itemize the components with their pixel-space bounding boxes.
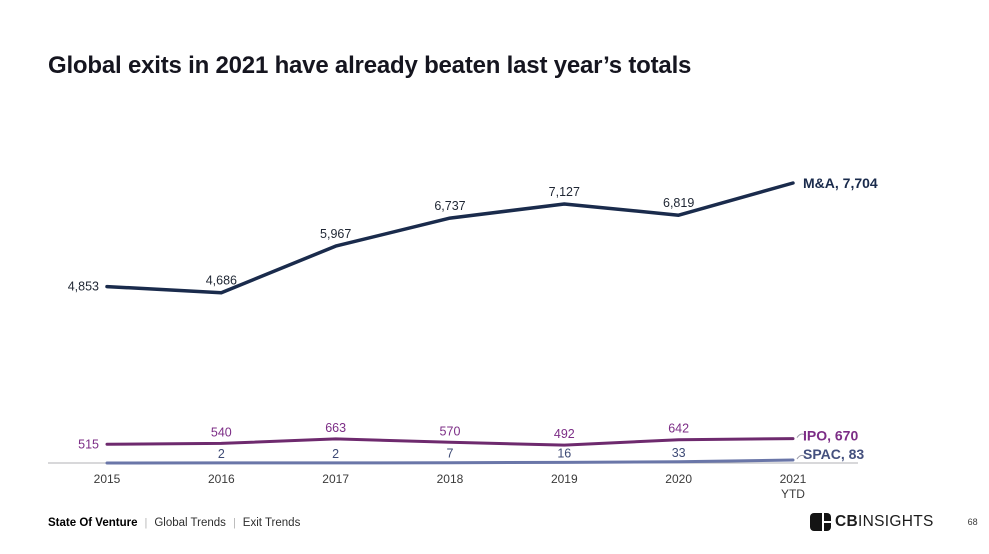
spac-data-label: 2 <box>332 447 339 461</box>
ma-data-label: 6,737 <box>434 199 465 213</box>
spac-line <box>105 458 795 465</box>
ipo-data-label: 663 <box>325 421 346 435</box>
ipo-data-label: 492 <box>554 427 575 441</box>
breadcrumb-section: Global Trends <box>154 517 226 529</box>
ma-end-label: M&A, 7,704 <box>803 175 878 191</box>
spac-label-connector <box>796 454 807 460</box>
page-title: Global exits in 2021 have already beaten… <box>48 52 692 79</box>
ma-data-label: 4,853 <box>68 280 99 294</box>
ipo-data-label: 642 <box>668 422 689 436</box>
footer-right: CBINSIGHTS 68 <box>810 513 978 531</box>
ma-data-label: 7,127 <box>549 185 580 199</box>
cbinsights-logo-icon <box>810 513 831 531</box>
ma-line <box>105 181 795 295</box>
spac-data-label: 2 <box>218 447 225 461</box>
spac-data-label: 33 <box>672 446 686 460</box>
breadcrumb-report-title: State Of Venture <box>48 517 138 529</box>
ipo-data-label: 570 <box>440 424 461 438</box>
ipo-line <box>105 437 795 447</box>
x-axis-label: 2015 <box>94 472 121 486</box>
logo-vertical-bar <box>822 513 824 531</box>
x-axis-label: 2016 <box>208 472 235 486</box>
spac-data-label: 7 <box>447 447 454 461</box>
logo-horizontal-bar <box>824 521 831 523</box>
ma-data-label: 6,819 <box>663 196 694 210</box>
ipo-data-label: 515 <box>78 437 99 451</box>
breadcrumb-subsection: Exit Trends <box>242 517 301 529</box>
cbinsights-logo-text: CBINSIGHTS <box>835 513 934 530</box>
x-axis-label: 2017 <box>322 472 349 486</box>
x-axis-label: 2021 YTD <box>780 472 807 501</box>
page-number: 68 <box>967 517 978 527</box>
ma-data-label: 4,686 <box>206 274 237 288</box>
x-axis-label: 2018 <box>437 472 464 486</box>
ipo-data-label: 540 <box>211 425 232 439</box>
ipo-end-label: IPO, 670 <box>803 428 858 444</box>
breadcrumb-separator: | <box>232 517 236 529</box>
spac-end-label: SPAC, 83 <box>803 446 864 462</box>
cbinsights-logo: CBINSIGHTS <box>810 513 934 531</box>
x-axis-label: 2020 <box>665 472 692 486</box>
spac-data-label: 16 <box>557 446 571 460</box>
x-axis-label: 2019 <box>551 472 578 486</box>
ipo-label-connector <box>796 433 807 438</box>
breadcrumb: State Of Venture | Global Trends | Exit … <box>48 517 300 529</box>
ma-data-label: 5,967 <box>320 227 351 241</box>
breadcrumb-separator: | <box>144 517 148 529</box>
